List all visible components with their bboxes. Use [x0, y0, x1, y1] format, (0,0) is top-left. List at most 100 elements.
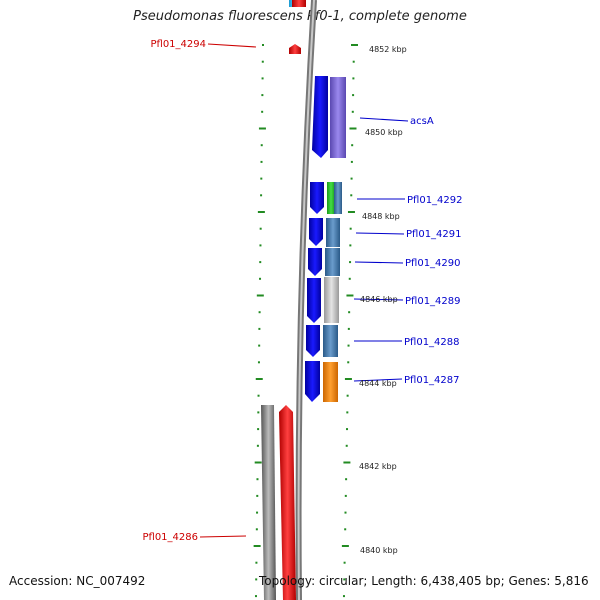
minor-tick: [351, 144, 354, 147]
gene-label-pfl01-4291[interactable]: Pfl01_4291: [406, 229, 462, 240]
major-tick: [349, 127, 357, 130]
minor-tick: [260, 177, 263, 180]
major-tick: [351, 44, 358, 46]
minor-tick: [258, 344, 261, 347]
minor-tick: [255, 528, 258, 531]
minor-tick: [262, 44, 264, 46]
minor-tick: [350, 177, 353, 180]
minor-tick: [258, 311, 261, 314]
gene-label-pfl01-4290[interactable]: Pfl01_4290: [405, 258, 461, 269]
major-tick: [343, 461, 351, 464]
gene-label-pfl01-4287[interactable]: Pfl01_4287: [404, 375, 460, 386]
kbp-label: 4842 kbp: [359, 462, 397, 471]
minor-tick: [351, 110, 354, 113]
minor-tick: [256, 494, 259, 497]
minor-tick: [352, 60, 355, 63]
minor-tick: [342, 595, 345, 598]
minor-tick: [344, 528, 347, 531]
minor-tick: [350, 194, 353, 197]
gene-label-pfl01-4286[interactable]: Pfl01_4286: [142, 532, 198, 543]
major-tick: [347, 211, 355, 213]
genome-summary-text: Topology: circular; Length: 6,438,405 bp…: [259, 574, 589, 588]
gene-acsa[interactable]: [330, 77, 346, 158]
major-tick: [253, 545, 261, 547]
minor-tick: [346, 394, 349, 397]
major-tick: [346, 294, 354, 297]
gene-pfl01-4292-green[interactable]: [327, 182, 335, 214]
gene-pfl01-4292[interactable]: [334, 182, 342, 214]
major-tick: [254, 461, 262, 464]
leader-pfl01-4287: [353, 378, 403, 382]
minor-tick: [257, 428, 260, 431]
gene-label-acsa[interactable]: acsA: [410, 116, 434, 127]
major-tick: [258, 127, 266, 130]
cds-pfl01-4288[interactable]: [306, 325, 320, 357]
minor-tick: [347, 361, 350, 364]
minor-tick: [347, 327, 350, 330]
gene-pfl01-4291[interactable]: [326, 218, 340, 247]
cds-top-red[interactable]: [292, 0, 306, 7]
major-tick: [257, 211, 265, 213]
minor-tick: [346, 411, 349, 414]
minor-tick: [260, 194, 263, 197]
gene-pfl01-4288[interactable]: [323, 325, 338, 357]
leader-pfl01-4289: [353, 298, 404, 301]
minor-tick: [352, 77, 355, 80]
minor-tick: [255, 561, 258, 564]
cds-pfl01-4292[interactable]: [310, 182, 324, 214]
minor-tick: [258, 327, 261, 330]
kbp-label: 4852 kbp: [369, 45, 407, 54]
minor-tick: [256, 478, 259, 481]
minor-tick: [261, 94, 264, 97]
kbp-label: 4840 kbp: [360, 546, 398, 555]
leader-pfl01-4294: [207, 43, 257, 48]
cds-pfl01-4287[interactable]: [305, 361, 320, 402]
gene-pfl01-4286[interactable]: [261, 405, 276, 600]
leader-pfl01-4290: [354, 261, 404, 264]
minor-tick: [349, 244, 352, 247]
cds-acsa[interactable]: [312, 76, 328, 158]
minor-tick: [345, 478, 348, 481]
gene-label-pfl01-4288[interactable]: Pfl01_4288: [404, 337, 460, 348]
major-tick: [256, 294, 264, 297]
minor-tick: [352, 94, 355, 97]
cds-pfl01-4294[interactable]: [289, 44, 301, 54]
minor-tick: [349, 261, 352, 264]
cds-pfl01-4291[interactable]: [309, 218, 323, 246]
minor-tick: [256, 511, 259, 514]
tick-column-left: [253, 44, 266, 598]
minor-tick: [348, 277, 351, 280]
kbp-label: 4844 kbp: [359, 379, 397, 388]
gene-label-pfl01-4289[interactable]: Pfl01_4289: [405, 296, 461, 307]
kbp-label: 4850 kbp: [365, 128, 403, 137]
leader-acsa: [359, 117, 409, 122]
major-tick: [255, 378, 263, 380]
major-tick: [341, 545, 349, 547]
minor-tick: [261, 110, 264, 113]
genome-backbone-highlight: [297, 0, 315, 600]
minor-tick: [256, 444, 259, 447]
cds-pfl01-4289[interactable]: [307, 278, 321, 323]
gene-pfl01-4289[interactable]: [324, 277, 339, 323]
minor-tick: [350, 160, 353, 163]
gene-label-pfl01-4292[interactable]: Pfl01_4292: [407, 195, 463, 206]
minor-tick: [261, 60, 264, 63]
minor-tick: [343, 561, 346, 564]
minor-tick: [347, 344, 350, 347]
cds-pfl01-4286[interactable]: [279, 405, 296, 600]
gene-pfl01-4290[interactable]: [325, 248, 340, 276]
cds-pfl01-4290[interactable]: [308, 248, 322, 276]
minor-tick: [349, 227, 352, 230]
minor-tick: [260, 160, 263, 163]
minor-tick: [259, 244, 262, 247]
minor-tick: [261, 77, 264, 80]
minor-tick: [257, 411, 260, 414]
gene-label-pfl01-4294[interactable]: Pfl01_4294: [150, 39, 206, 50]
leader-pfl01-4286: [199, 535, 247, 538]
minor-tick: [257, 361, 260, 364]
minor-tick: [254, 595, 257, 598]
minor-tick: [346, 428, 349, 431]
kbp-label: 4846 kbp: [360, 295, 398, 304]
minor-tick: [259, 277, 262, 280]
gene-pfl01-4287[interactable]: [323, 362, 338, 402]
